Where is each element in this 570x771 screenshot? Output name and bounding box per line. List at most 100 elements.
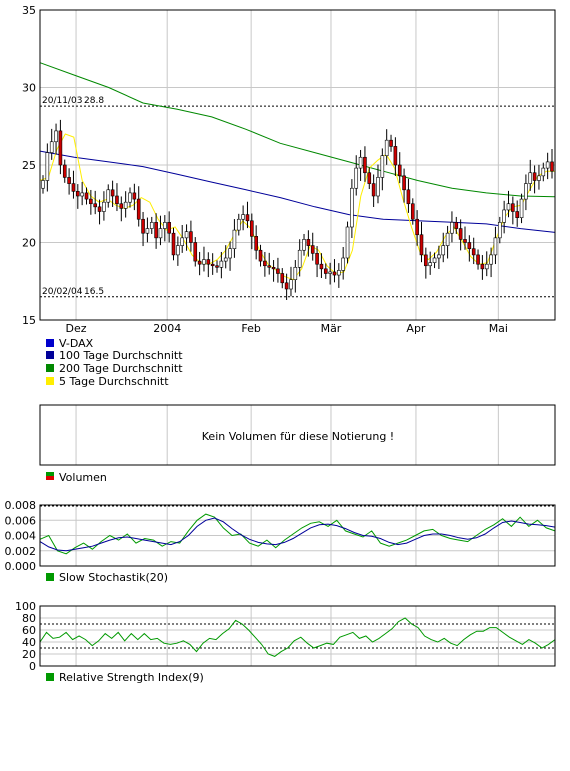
candle-body	[424, 254, 428, 267]
price-x-tick-label: Feb	[241, 322, 260, 335]
candle-body	[328, 271, 332, 274]
candle-body	[49, 141, 54, 153]
candle-body	[267, 265, 272, 268]
candle-body	[537, 175, 541, 181]
candle-body	[350, 187, 354, 228]
candle-body	[223, 257, 228, 262]
candle-body	[450, 222, 454, 234]
candle-body	[550, 161, 554, 172]
candle-body	[171, 232, 176, 256]
candle-body	[180, 237, 185, 246]
price-x-axis: Dez 2004 Feb Mär Apr Mai	[66, 322, 508, 335]
price-legend: V-DAX 100 Tage Durchschnitt 200 Tage Dur…	[46, 337, 183, 388]
legend-label-rsi: Relative Strength Index(9)	[59, 671, 204, 684]
candle-body	[341, 257, 345, 271]
candle-body	[145, 228, 150, 234]
candle-body	[189, 231, 193, 243]
legend-swatch-ma5	[46, 377, 54, 385]
candle-body	[315, 253, 319, 265]
legend-swatch-stoch	[46, 573, 54, 581]
candle-body	[511, 203, 515, 212]
price-y-tick-label: 20	[22, 237, 36, 250]
stochastic-fast-line	[39, 513, 556, 555]
candle-body	[419, 234, 424, 256]
candle-body	[80, 192, 84, 197]
legend-label-ma200: 200 Tage Durchschnitt	[59, 362, 183, 375]
candle-body	[123, 201, 128, 209]
stochastic-slow-line	[39, 517, 556, 552]
rsi-frame	[39, 605, 556, 667]
price-x-tick-label: Mär	[321, 322, 342, 335]
candle-body	[167, 222, 171, 234]
candle-body	[276, 268, 280, 274]
candle-body	[76, 191, 80, 197]
rsi-y-tick-label: 60	[22, 624, 36, 637]
legend-swatch-vdax	[46, 339, 54, 347]
candle-body	[41, 180, 45, 189]
price-y-tick-label: 15	[22, 314, 36, 327]
candle-body	[302, 239, 306, 251]
candle-body	[106, 189, 111, 203]
stochastic-panel: 0.000 0.002 0.004 0.006 0.008 Slow Stochasti…	[5, 499, 556, 584]
candle-body	[258, 249, 263, 262]
candle-body	[141, 218, 145, 234]
candle-body	[250, 220, 254, 237]
candle-body	[297, 249, 302, 268]
candle-body	[545, 161, 550, 169]
candle-body	[345, 226, 350, 259]
legend-swatch-volume-down	[46, 476, 54, 480]
stoch-y-tick-label: 0.002	[5, 545, 37, 558]
candle-body	[524, 183, 528, 200]
stoch-y-tick-label: 0.006	[5, 514, 37, 527]
candle-body	[380, 155, 385, 178]
candle-body	[493, 237, 498, 256]
candle-body	[176, 245, 180, 256]
candle-body	[454, 222, 459, 229]
candle-body	[489, 254, 493, 265]
legend-swatch-rsi	[46, 673, 54, 681]
candle-body	[502, 209, 506, 223]
candle-body	[506, 203, 511, 211]
candle-body	[410, 203, 415, 220]
candle-body	[467, 242, 472, 249]
candle-body	[541, 167, 546, 177]
legend-swatch-ma200	[46, 364, 54, 372]
candle-body	[110, 189, 115, 197]
candle-body	[228, 248, 232, 259]
candle-body	[149, 222, 154, 229]
legend-swatch-ma100	[46, 351, 54, 359]
volume-gridlines	[75, 405, 499, 465]
rsi-y-tick-label: 0	[29, 660, 36, 673]
candle-body	[293, 266, 298, 280]
candle-body	[163, 222, 167, 229]
candle-body	[445, 232, 450, 246]
candle-body	[128, 192, 132, 203]
candle-body	[528, 172, 533, 184]
rsi-line	[39, 617, 556, 657]
price-y-tick-label: 25	[22, 159, 36, 172]
price-x-tick-label: Mai	[489, 322, 508, 335]
candle-body	[184, 231, 189, 239]
rsi-y-tick-label: 20	[22, 648, 36, 661]
candle-body	[476, 254, 480, 265]
candle-body	[471, 248, 476, 256]
ma100-line	[39, 150, 556, 233]
annotation-value: 16.5	[84, 287, 104, 297]
candle-body	[402, 175, 406, 191]
candle-body	[284, 282, 289, 290]
candle-body	[54, 130, 58, 143]
candle-body	[197, 260, 202, 265]
candle-body	[367, 172, 372, 184]
legend-label-volume: Volumen	[59, 471, 107, 484]
candle-body	[458, 228, 463, 240]
stochastic-y-axis: 0.000 0.002 0.004 0.006 0.008	[5, 499, 37, 573]
price-y-tick-label: 35	[22, 4, 36, 17]
candle-body	[58, 130, 63, 166]
rsi-y-tick-label: 100	[15, 600, 36, 613]
candle-body	[354, 167, 359, 189]
candle-body	[206, 259, 211, 265]
candle-body	[363, 156, 367, 174]
stoch-frame	[39, 504, 556, 567]
